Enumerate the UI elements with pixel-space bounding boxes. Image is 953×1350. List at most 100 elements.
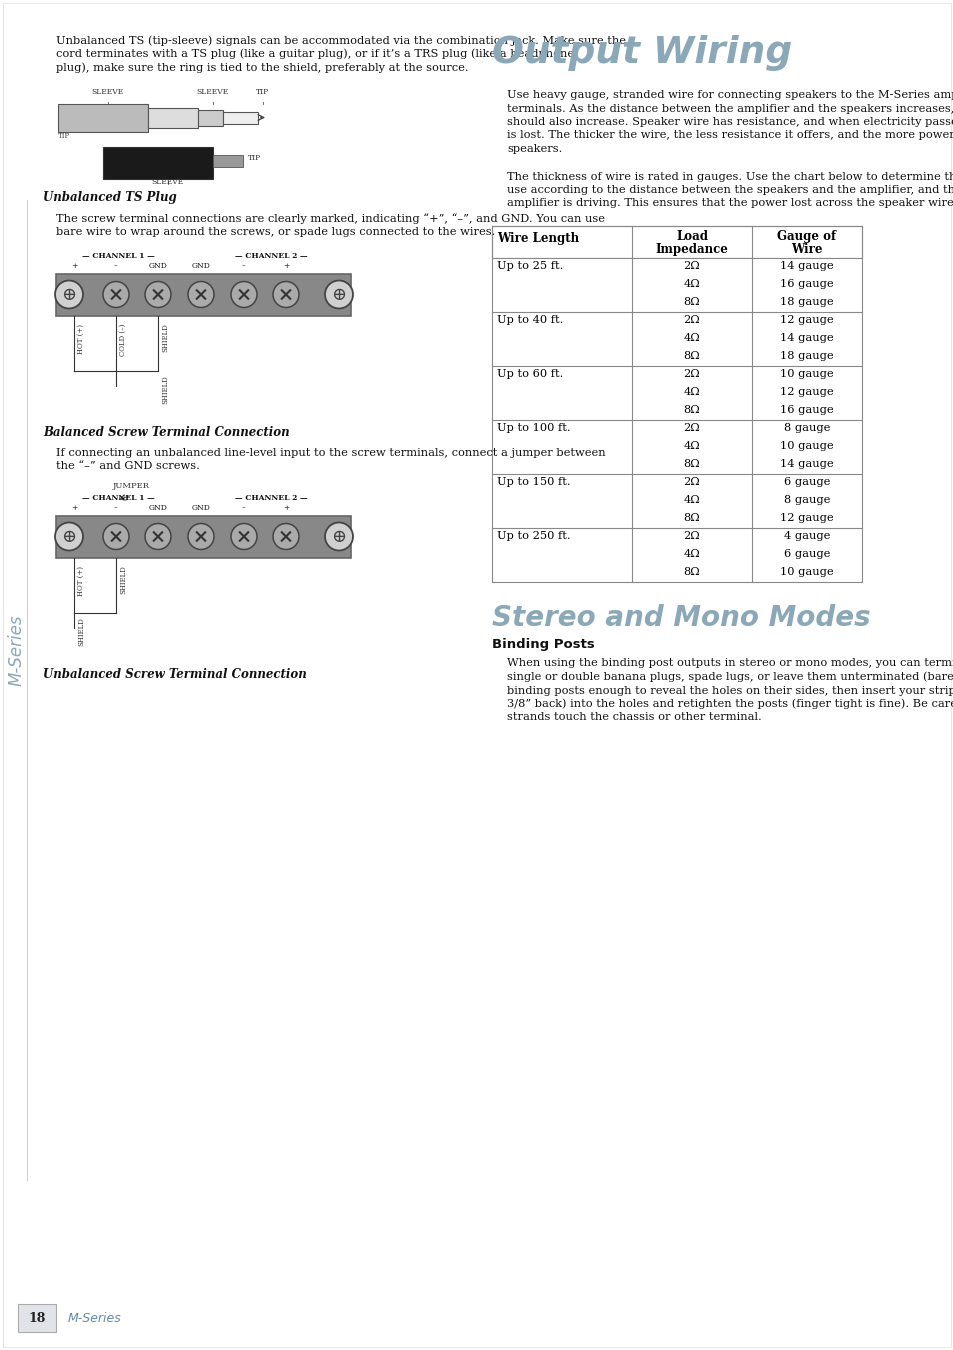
Bar (492, 545, 862, 564)
Text: HOT (+): HOT (+) (77, 324, 85, 354)
Text: Stereo and Mono Modes: Stereo and Mono Modes (492, 603, 870, 632)
Circle shape (145, 282, 171, 308)
Bar (492, 258, 862, 275)
Text: 8Ω: 8Ω (683, 351, 700, 360)
Bar (18, 1304, 56, 1332)
Bar (492, 294, 862, 312)
Text: 8Ω: 8Ω (683, 297, 700, 306)
Text: Impedance: Impedance (655, 243, 728, 256)
Text: 8 gauge: 8 gauge (783, 495, 829, 505)
Text: SHIELD: SHIELD (161, 324, 169, 352)
Bar (492, 383, 862, 402)
Bar (58, 104, 148, 131)
Text: Balanced Screw Terminal Connection: Balanced Screw Terminal Connection (43, 425, 290, 439)
Bar (492, 312, 862, 329)
Text: 10 gauge: 10 gauge (780, 369, 833, 379)
Text: –: – (114, 262, 118, 270)
Text: Unbalanced TS (tip-sleeve) signals can be accommodated via the combination jack.: Unbalanced TS (tip-sleeve) signals can b… (56, 35, 625, 46)
Text: Wire Length: Wire Length (497, 232, 578, 244)
Text: bare wire to wrap around the screws, or spade lugs connected to the wires.: bare wire to wrap around the screws, or … (56, 227, 495, 238)
Text: is lost. The thicker the wire, the less resistance it offers, and the more power: is lost. The thicker the wire, the less … (506, 131, 953, 140)
Text: –: – (242, 262, 246, 270)
Bar (198, 109, 223, 126)
Text: SLEEVE: SLEEVE (152, 178, 184, 186)
Text: 10 gauge: 10 gauge (780, 441, 833, 451)
Text: +: + (71, 262, 77, 270)
Text: 8Ω: 8Ω (683, 567, 700, 576)
Bar (492, 474, 862, 491)
Text: 12 gauge: 12 gauge (780, 387, 833, 397)
Text: –: – (242, 504, 246, 512)
Text: terminals. As the distance between the amplifier and the speakers increases, the: terminals. As the distance between the a… (506, 104, 953, 113)
Text: TIP: TIP (248, 154, 261, 162)
Text: Unbalanced TS Plug: Unbalanced TS Plug (43, 192, 176, 204)
Text: ⊕: ⊕ (331, 528, 346, 545)
Circle shape (231, 282, 256, 308)
Text: +: + (282, 504, 289, 512)
Text: 2Ω: 2Ω (683, 369, 700, 379)
Text: 4Ω: 4Ω (683, 387, 700, 397)
Text: The screw terminal connections are clearly marked, indicating “+”, “–”, and GND.: The screw terminal connections are clear… (56, 213, 604, 224)
Text: 12 gauge: 12 gauge (780, 315, 833, 325)
Text: M-Series: M-Series (68, 1311, 122, 1324)
Text: GND: GND (149, 262, 168, 270)
Bar (103, 147, 213, 178)
Text: 14 gauge: 14 gauge (780, 459, 833, 468)
Text: SLEEVE: SLEEVE (91, 88, 124, 96)
Bar (492, 437, 862, 456)
Circle shape (273, 282, 298, 308)
Text: — CHANNEL 2 —: — CHANNEL 2 — (234, 252, 307, 261)
Text: Up to 60 ft.: Up to 60 ft. (497, 369, 563, 379)
Text: +: + (282, 262, 289, 270)
Text: When using the binding post outputs in stereo or mono modes, you can terminate y: When using the binding post outputs in s… (506, 657, 953, 668)
Bar (148, 108, 198, 127)
Bar (213, 154, 243, 166)
Text: 4Ω: 4Ω (683, 441, 700, 451)
Text: 8Ω: 8Ω (683, 513, 700, 522)
Text: 8Ω: 8Ω (683, 405, 700, 414)
Bar (492, 366, 862, 383)
Text: 16 gauge: 16 gauge (780, 405, 833, 414)
Text: Up to 100 ft.: Up to 100 ft. (497, 423, 570, 433)
Text: TIP: TIP (256, 88, 270, 96)
Bar (223, 112, 257, 123)
Text: Unbalanced Screw Terminal Connection: Unbalanced Screw Terminal Connection (43, 667, 307, 680)
Text: ⊕: ⊕ (61, 285, 76, 304)
Text: Gauge of: Gauge of (777, 230, 836, 243)
Bar (492, 402, 862, 420)
Text: — CHANNEL 2 —: — CHANNEL 2 — (234, 494, 307, 502)
Text: 2Ω: 2Ω (683, 423, 700, 433)
Text: 18: 18 (29, 1311, 46, 1324)
Text: M-Series: M-Series (8, 614, 26, 686)
Text: plug), make sure the ring is tied to the shield, preferably at the source.: plug), make sure the ring is tied to the… (56, 62, 468, 73)
Text: 14 gauge: 14 gauge (780, 333, 833, 343)
Text: HOT (+): HOT (+) (77, 566, 85, 595)
Text: single or double banana plugs, spade lugs, or leave them unterminated (bare wire: single or double banana plugs, spade lug… (506, 671, 953, 682)
Text: amplifier is driving. This ensures that the power lost across the speaker wire i: amplifier is driving. This ensures that … (506, 198, 953, 208)
Text: JUMPER: JUMPER (112, 482, 150, 490)
Text: 12 gauge: 12 gauge (780, 513, 833, 522)
Bar (56, 516, 351, 558)
Bar (492, 491, 862, 510)
Text: 6 gauge: 6 gauge (783, 549, 829, 559)
Text: SHIELD: SHIELD (161, 375, 169, 404)
Bar (492, 528, 862, 545)
Circle shape (273, 524, 298, 549)
Text: Up to 150 ft.: Up to 150 ft. (497, 477, 570, 487)
Text: 16 gauge: 16 gauge (780, 279, 833, 289)
Text: SHIELD: SHIELD (119, 566, 127, 594)
Bar (492, 510, 862, 528)
Text: 6 gauge: 6 gauge (783, 477, 829, 487)
Bar (492, 225, 862, 258)
Circle shape (55, 522, 83, 551)
Text: 4 gauge: 4 gauge (783, 531, 829, 541)
Text: COLD (–): COLD (–) (119, 324, 127, 356)
Text: 8 gauge: 8 gauge (783, 423, 829, 433)
Text: binding posts enough to reveal the holes on their sides, then insert your stripp: binding posts enough to reveal the holes… (506, 684, 953, 695)
Text: 18 gauge: 18 gauge (780, 351, 833, 360)
Text: should also increase. Speaker wire has resistance, and when electricity passes t: should also increase. Speaker wire has r… (506, 117, 953, 127)
Text: Output Wiring: Output Wiring (492, 35, 791, 72)
Bar (492, 564, 862, 582)
Text: GND: GND (149, 504, 168, 512)
Circle shape (325, 522, 353, 551)
